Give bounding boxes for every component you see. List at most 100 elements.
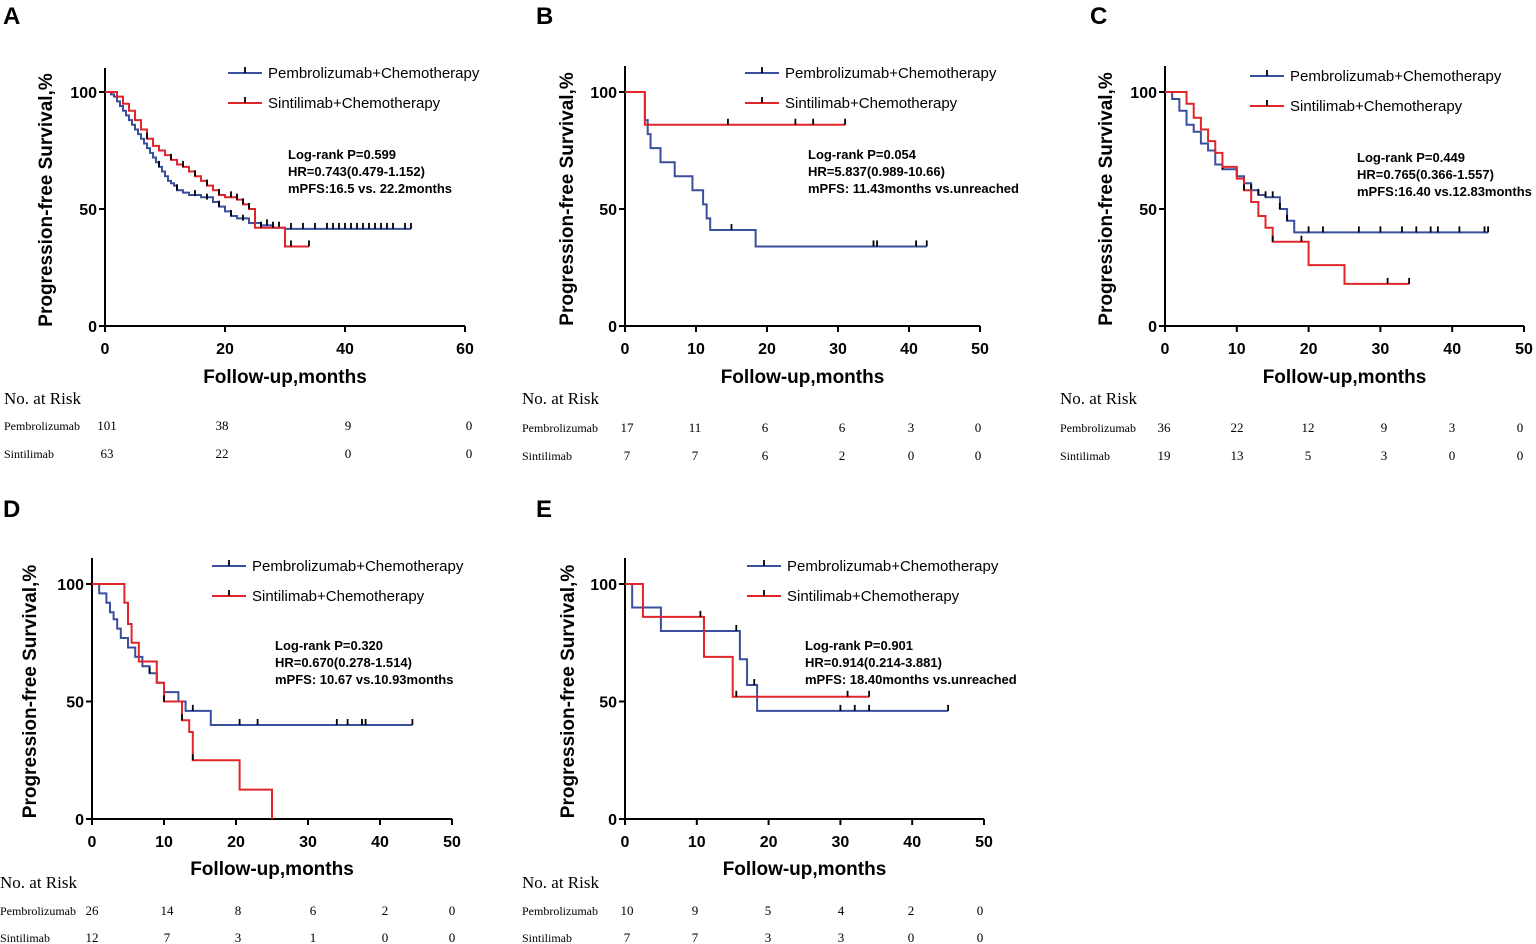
x-tick-label: 0 xyxy=(88,834,97,851)
risk-value: 3 xyxy=(908,420,915,435)
risk-table-header: No. at Risk xyxy=(522,389,599,408)
x-tick-label: 50 xyxy=(971,341,989,358)
y-tick-label: 0 xyxy=(1148,319,1157,336)
y-tick-label: 100 xyxy=(590,85,617,102)
risk-row-label: Pembrolizumab xyxy=(1060,421,1136,435)
pembrolizumab-curve xyxy=(625,91,927,248)
x-tick-label: 30 xyxy=(829,341,847,358)
x-tick-label: 10 xyxy=(155,834,173,851)
risk-value: 7 xyxy=(624,448,631,463)
legend-label: Pembrolizumab+Chemotherapy xyxy=(787,558,999,575)
risk-value: 7 xyxy=(164,930,171,944)
risk-value: 0 xyxy=(975,448,982,463)
y-tick-label: 100 xyxy=(57,577,84,594)
pembrolizumab-curve xyxy=(92,583,413,726)
y-tick-label: 0 xyxy=(75,812,84,829)
risk-row-label: Pembrolizumab xyxy=(522,904,598,918)
risk-value: 0 xyxy=(345,446,352,461)
legend-label: Sintilimab+Chemotherapy xyxy=(787,588,960,605)
stats-annotation: mPFS:16.40 vs.12.83months xyxy=(1357,184,1532,199)
stats-annotation: mPFS: 18.40months vs.unreached xyxy=(805,672,1017,687)
risk-value: 0 xyxy=(1517,448,1524,463)
risk-table-header: No. at Risk xyxy=(1060,389,1137,408)
risk-value: 6 xyxy=(762,420,769,435)
risk-value: 2 xyxy=(908,903,915,918)
y-axis-title: Progression-free Survival,% xyxy=(558,565,579,819)
x-axis-title: Follow-up,months xyxy=(721,367,885,388)
x-tick-label: 20 xyxy=(758,341,776,358)
legend-label: Pembrolizumab+Chemotherapy xyxy=(1290,68,1502,85)
risk-value: 9 xyxy=(692,903,699,918)
stats-annotation: Log-rank P=0.449 xyxy=(1357,150,1465,165)
x-tick-label: 20 xyxy=(216,341,234,358)
risk-value: 26 xyxy=(86,903,100,918)
x-tick-label: 30 xyxy=(299,834,317,851)
legend-label: Pembrolizumab+Chemotherapy xyxy=(252,558,464,575)
x-tick-label: 20 xyxy=(1300,341,1318,358)
x-tick-label: 40 xyxy=(900,341,918,358)
y-axis-title: Progression-free Survival,% xyxy=(1096,72,1117,326)
risk-value: 8 xyxy=(235,903,242,918)
risk-value: 0 xyxy=(975,420,982,435)
risk-value: 0 xyxy=(977,930,984,944)
risk-value: 0 xyxy=(466,418,473,433)
x-tick-label: 0 xyxy=(621,834,630,851)
legend-label: Sintilimab+Chemotherapy xyxy=(785,95,958,112)
x-tick-label: 40 xyxy=(1443,341,1461,358)
x-tick-label: 10 xyxy=(687,341,705,358)
risk-value: 7 xyxy=(692,930,699,944)
risk-row-label: Sintilimab xyxy=(522,931,572,944)
risk-value: 0 xyxy=(908,448,915,463)
risk-table-header: No. at Risk xyxy=(4,389,81,408)
stats-annotation: mPFS:16.5 vs. 22.2months xyxy=(288,181,452,196)
stats-annotation: Log-rank P=0.599 xyxy=(288,147,396,162)
panel-letter: D xyxy=(3,496,20,523)
stats-annotation: Log-rank P=0.054 xyxy=(808,147,917,162)
risk-value: 0 xyxy=(449,930,456,944)
legend-label: Sintilimab+Chemotherapy xyxy=(268,95,441,112)
legend-label: Pembrolizumab+Chemotherapy xyxy=(268,65,480,82)
x-axis-title: Follow-up,months xyxy=(190,859,354,880)
legend-label: Pembrolizumab+Chemotherapy xyxy=(785,65,997,82)
risk-value: 17 xyxy=(621,420,635,435)
stats-annotation: mPFS: 11.43months vs.unreached xyxy=(808,181,1019,196)
risk-value: 36 xyxy=(1158,420,1172,435)
x-tick-label: 30 xyxy=(1372,341,1390,358)
x-tick-label: 0 xyxy=(1161,341,1170,358)
risk-value: 9 xyxy=(1381,420,1388,435)
y-tick-label: 0 xyxy=(88,319,97,336)
risk-value: 5 xyxy=(765,903,772,918)
x-tick-label: 40 xyxy=(903,834,921,851)
stats-annotation: HR=0.914(0.214-3.881) xyxy=(805,655,942,670)
x-tick-label: 40 xyxy=(336,341,354,358)
risk-value: 3 xyxy=(1381,448,1388,463)
sintilimab-curve xyxy=(92,583,273,819)
risk-value: 101 xyxy=(97,418,117,433)
panel-letter: A xyxy=(3,3,20,30)
risk-value: 2 xyxy=(839,448,846,463)
risk-value: 6 xyxy=(310,903,317,918)
x-tick-label: 50 xyxy=(443,834,461,851)
risk-table-header: No. at Risk xyxy=(522,873,599,892)
risk-value: 19 xyxy=(1158,448,1171,463)
risk-value: 0 xyxy=(908,930,915,944)
panel-a: A 0 50 100 0 20 40 60 Follow-up,months Progressio… xyxy=(3,3,480,461)
risk-value: 22 xyxy=(1231,420,1244,435)
y-tick-label: 50 xyxy=(1139,202,1157,219)
risk-value: 0 xyxy=(1517,420,1524,435)
risk-value: 6 xyxy=(839,420,846,435)
y-axis-title: Progression-free Survival,% xyxy=(36,73,57,327)
y-tick-label: 50 xyxy=(599,202,617,219)
risk-value: 7 xyxy=(624,930,631,944)
y-tick-label: 50 xyxy=(599,695,617,712)
panel-letter: E xyxy=(536,496,552,523)
x-tick-label: 40 xyxy=(371,834,389,851)
risk-value: 22 xyxy=(216,446,229,461)
risk-row-label: Pembrolizumab xyxy=(4,419,80,433)
risk-value: 5 xyxy=(1305,448,1312,463)
risk-value: 0 xyxy=(977,903,984,918)
risk-row-label: Pembrolizumab xyxy=(0,904,76,918)
